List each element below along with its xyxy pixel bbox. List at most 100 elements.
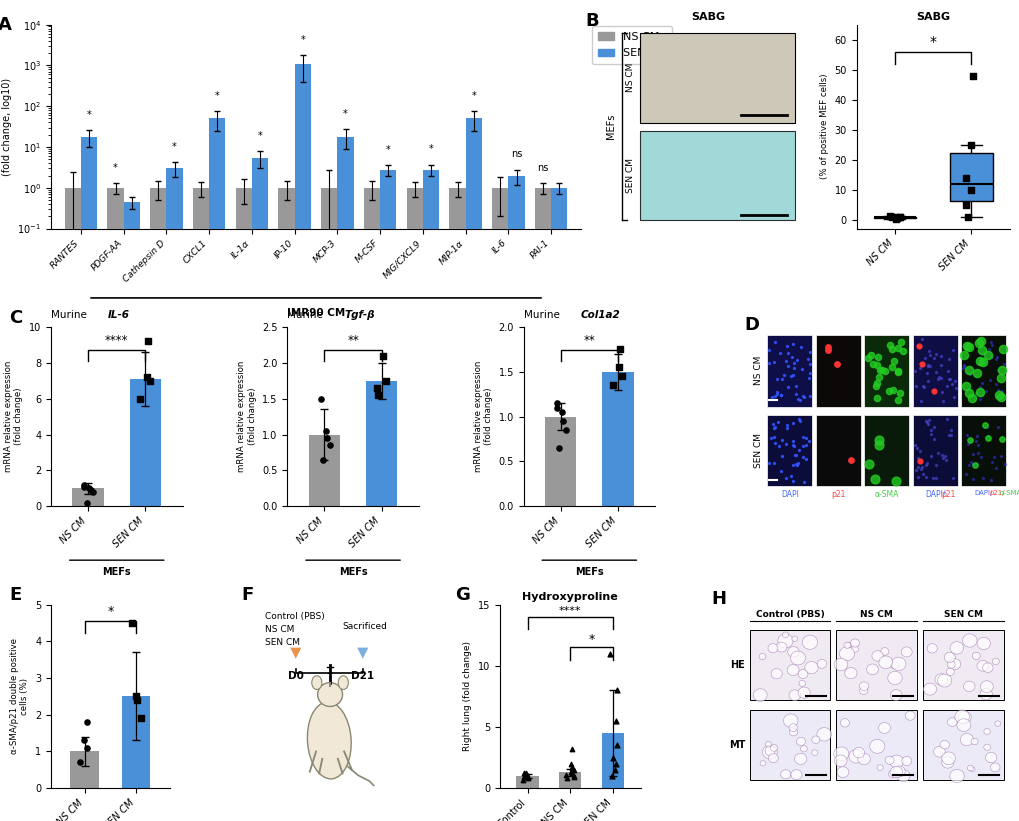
Text: NS CM: NS CM xyxy=(626,63,635,92)
Point xyxy=(912,462,928,475)
Bar xyxy=(960,415,1006,486)
Point xyxy=(928,372,945,385)
Circle shape xyxy=(981,663,993,672)
Point xyxy=(889,365,905,378)
Point xyxy=(768,373,785,386)
Circle shape xyxy=(839,647,854,661)
Point xyxy=(768,386,785,399)
Text: MT: MT xyxy=(729,740,745,750)
Point xyxy=(780,346,796,360)
Point xyxy=(935,450,952,463)
Point xyxy=(800,352,816,365)
Bar xyxy=(749,710,829,780)
Point xyxy=(82,482,98,495)
Point xyxy=(978,420,995,433)
Bar xyxy=(601,372,633,507)
Circle shape xyxy=(946,668,954,676)
Point xyxy=(760,343,776,356)
Circle shape xyxy=(798,681,805,686)
Bar xyxy=(193,188,209,821)
Point xyxy=(919,418,935,431)
Bar xyxy=(922,631,1003,700)
Circle shape xyxy=(879,648,888,655)
Text: ****: **** xyxy=(558,606,581,616)
Text: p21: p21 xyxy=(830,489,845,498)
Text: *: * xyxy=(428,144,433,154)
Point xyxy=(889,365,905,378)
Point xyxy=(788,380,804,393)
Point xyxy=(967,435,983,448)
Point xyxy=(128,694,145,707)
Text: α-SMA: α-SMA xyxy=(873,489,898,498)
Bar xyxy=(150,188,166,821)
Point xyxy=(918,456,934,470)
Point xyxy=(919,344,935,357)
Point xyxy=(928,446,945,459)
Point xyxy=(889,212,905,225)
Point xyxy=(917,459,933,472)
Text: MEFs: MEFs xyxy=(338,567,367,577)
Text: NS CM: NS CM xyxy=(859,610,893,619)
Point xyxy=(773,373,790,386)
Bar xyxy=(639,131,794,220)
Circle shape xyxy=(877,722,890,733)
Point xyxy=(127,690,144,703)
Point xyxy=(922,449,938,462)
Circle shape xyxy=(876,764,882,770)
Text: D21: D21 xyxy=(351,671,374,681)
Circle shape xyxy=(888,770,896,777)
Point xyxy=(924,472,941,485)
Point xyxy=(962,183,978,196)
Point xyxy=(961,433,977,447)
Point xyxy=(608,739,625,752)
Point xyxy=(957,198,973,211)
Circle shape xyxy=(949,642,963,654)
Point xyxy=(517,768,533,781)
Bar xyxy=(815,335,860,406)
Circle shape xyxy=(767,746,775,754)
Point xyxy=(991,371,1008,384)
Point xyxy=(911,361,927,374)
Point xyxy=(960,458,976,471)
Circle shape xyxy=(859,681,868,690)
Point xyxy=(72,756,89,769)
Point xyxy=(993,385,1009,398)
Circle shape xyxy=(983,744,989,750)
Text: ns: ns xyxy=(537,163,548,172)
Y-axis label: (% of positive MEF cells): (% of positive MEF cells) xyxy=(819,74,828,179)
Bar xyxy=(558,773,581,788)
Point xyxy=(860,457,876,470)
Y-axis label: mRNA relative expression
(fold change): mRNA relative expression (fold change) xyxy=(4,361,23,472)
Point xyxy=(76,480,93,493)
Y-axis label: mRNA relative expression
(fold change): mRNA relative expression (fold change) xyxy=(236,361,256,472)
Point xyxy=(613,369,630,383)
Point xyxy=(779,360,795,373)
Point xyxy=(960,364,976,377)
Point xyxy=(955,348,971,361)
Circle shape xyxy=(889,755,903,768)
Point xyxy=(918,374,934,388)
Circle shape xyxy=(949,769,963,782)
Bar xyxy=(209,118,225,821)
Point xyxy=(961,368,977,381)
Circle shape xyxy=(948,658,960,670)
Point xyxy=(988,351,1005,364)
Text: *: * xyxy=(87,110,92,120)
Point xyxy=(990,388,1007,401)
Point xyxy=(971,385,987,398)
Bar xyxy=(407,188,423,821)
Point xyxy=(972,388,988,401)
Point xyxy=(562,761,579,774)
Point xyxy=(947,381,963,394)
Point xyxy=(911,444,927,457)
Point xyxy=(968,367,984,380)
Point xyxy=(788,457,804,470)
Circle shape xyxy=(954,710,968,723)
Ellipse shape xyxy=(338,676,348,690)
Point xyxy=(934,452,951,465)
Text: Sacrificed: Sacrificed xyxy=(342,622,387,631)
Circle shape xyxy=(780,770,790,779)
Circle shape xyxy=(989,763,999,772)
Circle shape xyxy=(851,646,858,652)
Y-axis label: Right lung (fold change): Right lung (fold change) xyxy=(463,641,472,751)
